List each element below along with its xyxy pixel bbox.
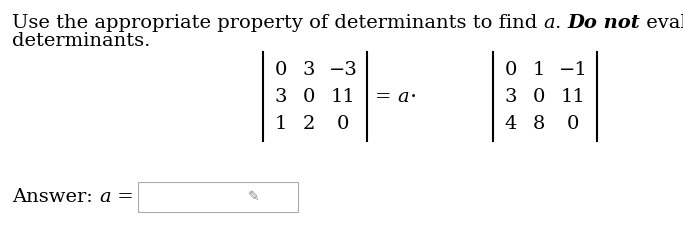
FancyBboxPatch shape [139, 182, 298, 212]
Text: 2: 2 [303, 115, 315, 132]
Text: 11: 11 [331, 88, 355, 106]
Text: determinants.: determinants. [12, 32, 150, 50]
Text: 8: 8 [533, 115, 545, 132]
Text: .: . [555, 14, 568, 32]
Text: −1: −1 [559, 61, 587, 79]
Text: =: = [375, 88, 398, 106]
Text: 3: 3 [275, 88, 288, 106]
Text: 4: 4 [505, 115, 517, 132]
Text: 3: 3 [303, 61, 316, 79]
Text: 0: 0 [275, 61, 287, 79]
Text: a: a [99, 187, 111, 205]
Text: 0: 0 [337, 115, 349, 132]
Text: a: a [544, 14, 555, 32]
Text: 0: 0 [505, 61, 517, 79]
Text: Do not: Do not [568, 14, 641, 32]
Text: ·: · [409, 86, 417, 108]
Text: Answer:: Answer: [12, 187, 99, 205]
Text: a: a [398, 88, 409, 106]
Text: 11: 11 [561, 88, 585, 106]
Text: =: = [111, 187, 133, 205]
Text: −3: −3 [329, 61, 357, 79]
Text: 3: 3 [505, 88, 517, 106]
Text: 0: 0 [567, 115, 579, 132]
Text: 0: 0 [303, 88, 315, 106]
Text: 0: 0 [533, 88, 545, 106]
Text: 1: 1 [533, 61, 545, 79]
Text: Use the appropriate property of determinants to find: Use the appropriate property of determin… [12, 14, 544, 32]
Text: evaluate the: evaluate the [641, 14, 683, 32]
Text: ✎: ✎ [248, 189, 260, 203]
Text: 1: 1 [275, 115, 287, 132]
